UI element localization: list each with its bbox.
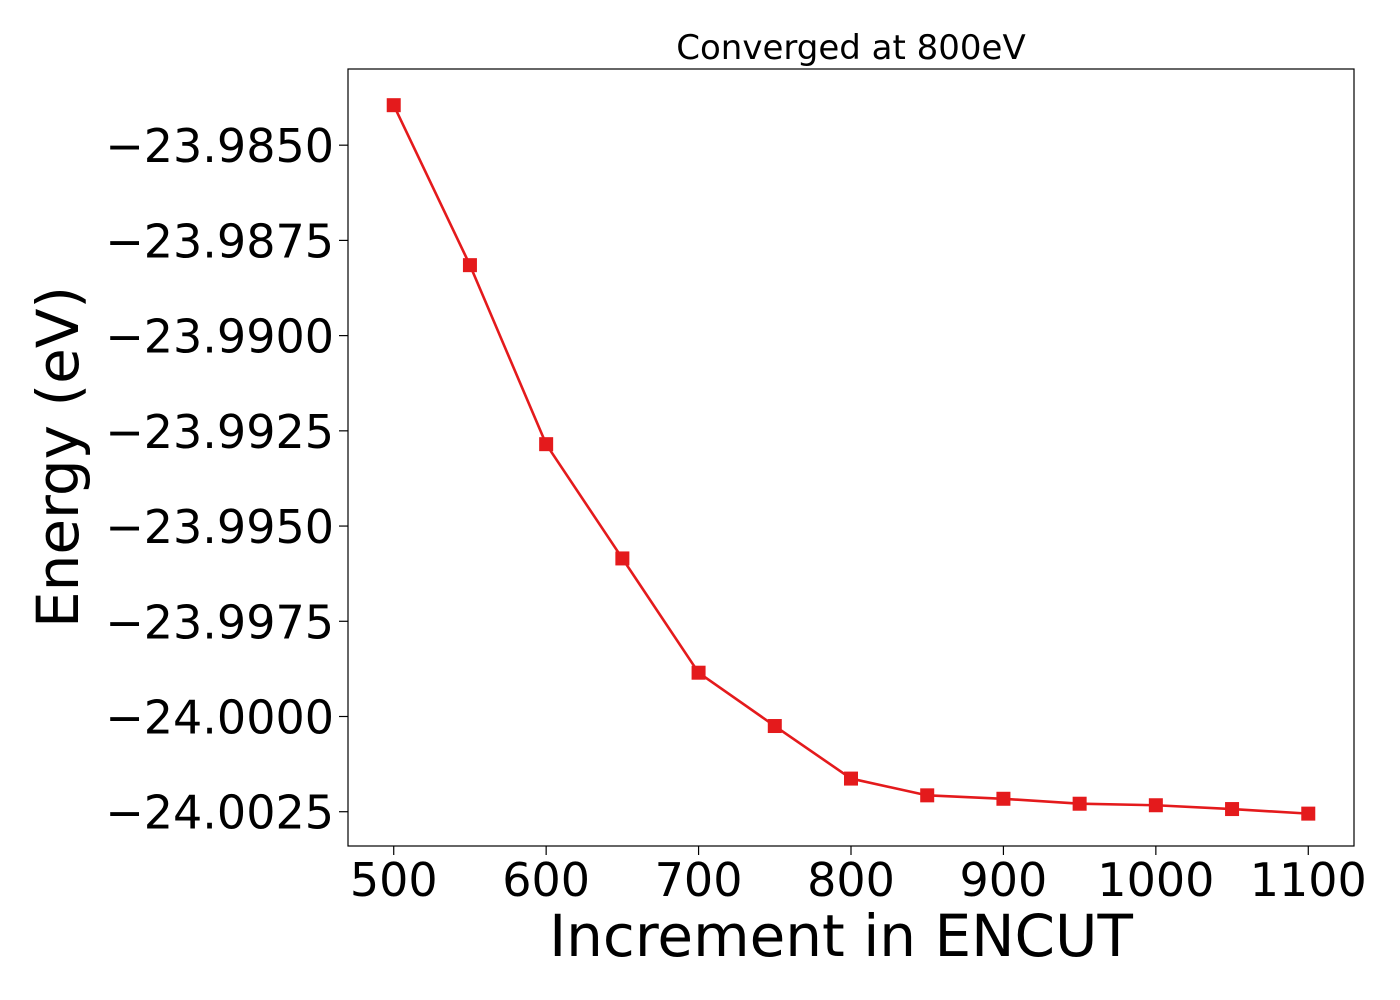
data-point — [767, 719, 782, 734]
y-tick-label: −24.0025 — [105, 786, 334, 840]
y-axis-label: Energy (eV) — [24, 286, 92, 628]
plot-frame — [347, 68, 1355, 847]
data-point — [844, 771, 858, 786]
x-axis: 500 600 700 800 900 1000 1100 — [350, 846, 1367, 907]
x-tick-label: 1000 — [1097, 853, 1214, 907]
data-point — [386, 98, 401, 113]
y-tick-label: −23.9875 — [105, 214, 334, 268]
y-tick-label: −23.9900 — [105, 310, 334, 364]
x-tick-label: 600 — [502, 853, 590, 907]
y-tick-label: −24.0000 — [105, 691, 334, 745]
data-point — [462, 258, 477, 273]
y-tick-label: −23.9850 — [105, 119, 334, 173]
x-tick-label: 1100 — [1250, 853, 1367, 907]
y-tick-label: −23.9975 — [105, 595, 334, 649]
data-point — [996, 791, 1011, 806]
data-point — [1301, 806, 1316, 821]
y-axis: −23.9850 −23.9875 −23.9900 −23.9925 −23.9950… — [105, 119, 348, 840]
data-point — [691, 665, 706, 680]
y-tick-label: −23.9925 — [105, 405, 334, 459]
x-tick-label: 700 — [655, 853, 743, 907]
series-layer — [386, 98, 1316, 821]
chart-title: Converged at 800eV — [676, 28, 1025, 68]
x-axis-label: Increment in ENCUT — [549, 902, 1133, 970]
x-tick-label: 800 — [807, 853, 895, 907]
data-point — [920, 788, 935, 803]
data-point — [615, 551, 630, 566]
x-tick-label: 500 — [350, 853, 438, 907]
data-point — [1072, 796, 1087, 811]
series-line — [392, 104, 1309, 815]
data-point — [1148, 798, 1163, 813]
x-tick-label: 900 — [960, 853, 1048, 907]
y-tick-label: −23.9950 — [105, 500, 334, 554]
data-point — [1225, 802, 1240, 817]
data-point — [539, 437, 554, 452]
